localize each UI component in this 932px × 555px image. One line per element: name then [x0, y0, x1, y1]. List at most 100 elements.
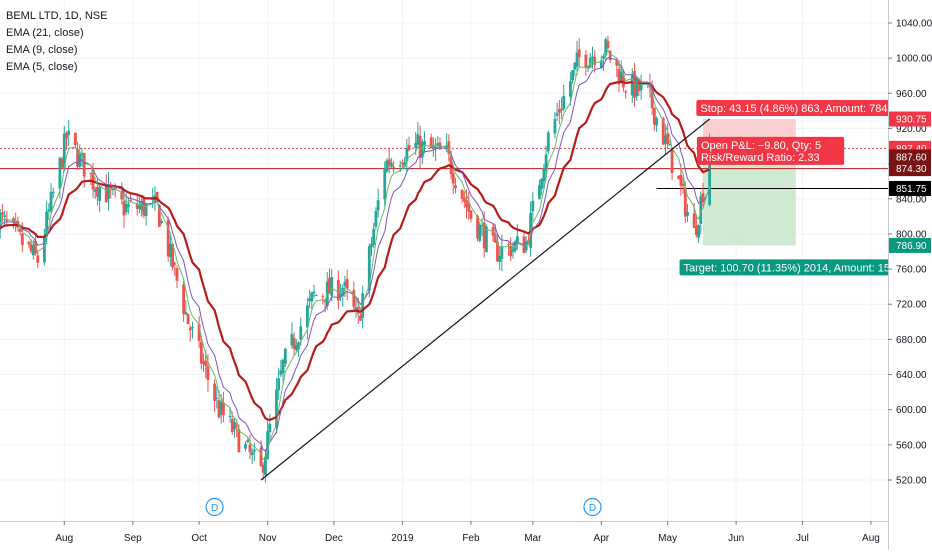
candle-body [237, 429, 241, 453]
time-axis[interactable]: Aug Sep Oct Nov Dec 2019 Feb Mar Apr May Jun Jul Aug [0, 521, 888, 550]
candle-body [65, 132, 68, 139]
candle-body [476, 215, 479, 239]
candle-body [436, 143, 440, 146]
price-tick-label: 720.00 [896, 300, 927, 311]
candle-body [261, 464, 265, 473]
dividend-marker-text: D [211, 503, 218, 514]
candle-body [155, 191, 159, 202]
candle-body [107, 184, 110, 200]
candle-body [197, 324, 201, 342]
candle-body [434, 146, 437, 149]
time-tick-label: May [658, 533, 677, 544]
candle-body [281, 359, 285, 374]
candle-body [157, 205, 161, 227]
candle-body [186, 313, 190, 325]
dividend-marker[interactable]: D [205, 497, 224, 517]
dividend-marker[interactable]: D [583, 497, 602, 517]
candle-body [655, 118, 658, 126]
price-axis-label-text: 786.90 [896, 241, 927, 252]
ema-21-line [0, 80, 711, 422]
candle-body [374, 210, 378, 227]
candle-body [268, 423, 272, 433]
candle-body [485, 226, 488, 253]
candle-body [244, 443, 247, 449]
candle-body [297, 342, 300, 350]
candle-body [31, 244, 35, 256]
trendline-group[interactable] [260, 118, 710, 481]
candle-body [62, 133, 66, 170]
candle-body [310, 292, 314, 302]
candle-body [230, 418, 234, 433]
candle-body [568, 81, 572, 97]
symbol-title[interactable]: BEML LTD, 1D, NSE [6, 10, 108, 22]
candle-body [639, 82, 643, 90]
candle-body [283, 348, 287, 364]
candle-body [82, 152, 86, 177]
candles [0, 35, 712, 483]
candle-body [67, 130, 71, 135]
candle-body [314, 294, 318, 296]
candle-body [129, 199, 132, 201]
candle-body [389, 162, 393, 167]
candle-body [354, 307, 358, 310]
candle-body [555, 113, 559, 116]
candle-body [546, 132, 550, 152]
candle-body [562, 95, 566, 109]
candle-body [47, 209, 51, 212]
price-axis-label-text: 851.75 [896, 184, 927, 195]
ema9-legend[interactable]: EMA (9, close) [6, 44, 78, 56]
candle-body [451, 173, 455, 184]
candle-body [593, 56, 597, 65]
candle-body [18, 228, 22, 232]
candle-body [306, 305, 309, 328]
price-tick-label: 960.00 [896, 89, 927, 100]
candle-body [387, 159, 391, 166]
candle-body [398, 165, 402, 167]
candle-body [45, 211, 49, 237]
candle-body [630, 74, 634, 96]
candle-body [3, 215, 7, 217]
pnl-label-bg [696, 136, 845, 165]
candle-body [233, 422, 236, 430]
price-axis[interactable]: 1040.001000.00960.00920.00880.00840.0080… [888, 0, 932, 550]
candle-body [138, 205, 141, 209]
candle-body [429, 137, 433, 149]
candle-body [708, 141, 712, 205]
trendline[interactable] [260, 118, 710, 481]
time-tick-label: Sep [124, 533, 142, 544]
candle-body [599, 60, 603, 69]
candle-body [460, 189, 464, 199]
time-tick-label: Apr [594, 533, 610, 544]
candle-body [467, 204, 471, 212]
candle-body [352, 290, 356, 307]
candle-body [122, 201, 126, 216]
candle-body [509, 245, 513, 257]
candle-body [478, 224, 482, 241]
candle-body [699, 196, 703, 224]
candle-body [266, 431, 270, 459]
candle-body [120, 191, 124, 200]
candle-body [383, 168, 387, 200]
price-tick-label: 920.00 [896, 124, 927, 135]
ema5-legend[interactable]: EMA (5, close) [6, 61, 78, 73]
pnl-label-text: Open P&L: −9.80, Qty: 5 [701, 140, 821, 152]
candle-body [418, 136, 422, 158]
candle-body [49, 191, 53, 211]
candle-body [188, 327, 192, 331]
target-label-bg [679, 259, 932, 276]
candle-body [661, 117, 665, 145]
candle-body [124, 204, 128, 213]
candle-body [370, 243, 373, 248]
ema21-legend[interactable]: EMA (21, close) [6, 27, 84, 39]
candle-body [135, 203, 139, 209]
candle-body [469, 210, 473, 219]
candle-body [681, 183, 685, 187]
candle-body [454, 185, 457, 189]
time-tick-label: Jul [796, 533, 809, 544]
price-axis-label-text: 930.75 [896, 115, 927, 126]
candle-body [222, 402, 225, 416]
